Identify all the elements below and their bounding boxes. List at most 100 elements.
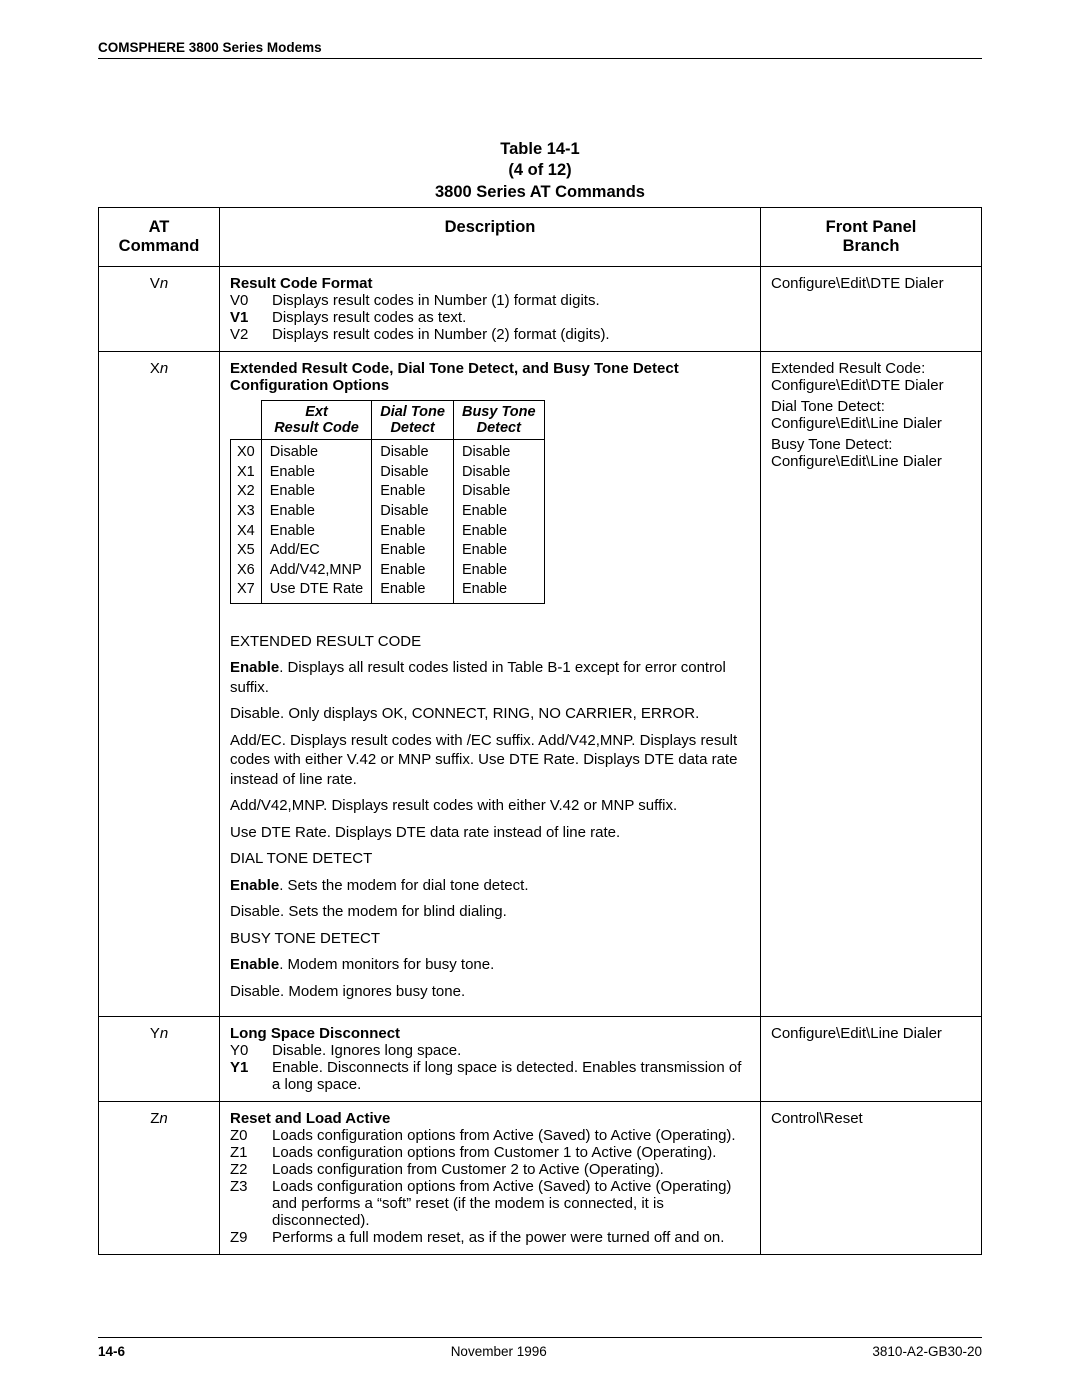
opt-key: Y0 [230,1042,272,1059]
sub-a: Use DTE Rate [270,580,363,600]
opt-val: Loads configuration options from Custome… [272,1144,750,1161]
caption-line3: 3800 Series AT Commands [98,182,982,203]
branch-cell-yn: Configure\Edit\Line Dialer [761,1017,982,1102]
enable-rest: . Sets the modem for dial tone detect. [279,877,528,894]
opt-key: Z3 [230,1178,272,1229]
opt-val: Disable. Ignores long space. [272,1042,750,1059]
sub-a: Enable [270,502,363,522]
sub-a: Add/V42,MNP [270,561,363,581]
desc-cell-vn: Result Code Format V0Displays result cod… [220,267,761,352]
branch3-path: Configure\Edit\Line Dialer [771,453,971,470]
sub-b: Disable [380,443,445,463]
sub-c: Enable [462,502,536,522]
sub-b: Enable [380,522,445,542]
opt-val: Loads configuration from Customer 2 to A… [272,1161,750,1178]
table-row: Vn Result Code Format V0Displays result … [99,267,982,352]
xn-sec1-label: EXTENDED RESULT CODE [230,632,750,652]
sub-b: Enable [380,580,445,600]
sub-b: Enable [380,482,445,502]
sub-c: Enable [462,541,536,561]
enable-rest: . Displays all result codes listed in Ta… [230,659,726,696]
cmd-var: n [160,360,168,377]
col-header-cmd-line1: AT [149,218,170,236]
at-commands-table: AT Command Description Front Panel Branc… [98,207,982,1255]
sub-a: Add/EC [270,541,363,561]
opt-val: Displays result codes in Number (1) form… [272,292,750,309]
opt-val: Performs a full modem reset, as if the p… [272,1229,750,1246]
sub-b: Disable [380,502,445,522]
opt-val: Displays result codes as text. [272,309,750,326]
sub-b: Enable [380,561,445,581]
cmd-cell-vn: Vn [99,267,220,352]
sub-key: X6 [237,561,255,581]
sub-c: Enable [462,580,536,600]
branch-cell-xn: Extended Result Code: Configure\Edit\DTE… [761,352,982,1017]
opt-key: V0 [230,292,272,309]
doc-header: COMSPHERE 3800 Series Modems [98,40,982,59]
xn-sec3-enable: Enable. Modem monitors for busy tone. [230,955,750,975]
xn-sec1-usedte: Use DTE Rate. Displays DTE data rate ins… [230,823,750,843]
page-footer: 14-6 November 1996 3810-A2-GB30-20 [98,1337,982,1359]
enable-rest: . Modem monitors for busy tone. [279,956,494,973]
cmd-letter: X [150,360,160,377]
sub-col1: ExtResult Code [261,401,371,440]
zn-title: Reset and Load Active [230,1110,750,1127]
xn-sec1-enable: Enable. Displays all result codes listed… [230,658,750,697]
sub-c: Enable [462,561,536,581]
sub-col3: Busy ToneDetect [453,401,544,440]
opt-val: Enable. Disconnects if long space is det… [272,1059,750,1093]
xn-sec2-disable: Disable. Sets the modem for blind dialin… [230,902,750,922]
xn-sec3-label: BUSY TONE DETECT [230,929,750,949]
sub-col2: Dial ToneDetect [372,401,454,440]
sub-c: Disable [462,482,536,502]
col-header-cmd-line2: Command [119,237,200,255]
sub-c: Enable [462,522,536,542]
xn-sec1-addec: Add/EC. Displays result codes with /EC s… [230,731,750,790]
col-header-desc: Description [220,208,761,267]
opt-val: Loads configuration options from Active … [272,1127,750,1144]
cmd-cell-yn: Yn [99,1017,220,1102]
opt-key: Z1 [230,1144,272,1161]
footer-right: 3810-A2-GB30-20 [872,1344,982,1359]
xn-sec2-label: DIAL TONE DETECT [230,849,750,869]
enable-label: Enable [230,659,279,676]
branch-cell-vn: Configure\Edit\DTE Dialer [761,267,982,352]
cmd-letter: Y [150,1025,160,1042]
opt-key: Y1 [230,1059,272,1093]
sub-a: Disable [270,443,363,463]
cmd-cell-zn: Zn [99,1102,220,1255]
xn-sec1-addv42: Add/V42,MNP. Displays result codes with … [230,796,750,816]
sub-key: X0 [237,443,255,463]
opt-val: Loads configuration options from Active … [272,1178,750,1229]
xn-subtable: ExtResult Code Dial ToneDetect Busy Tone… [230,400,545,604]
enable-label: Enable [230,877,279,894]
sub-b: Disable [380,463,445,483]
branch1-label: Extended Result Code: [771,360,971,377]
caption-line1: Table 14-1 [98,139,982,160]
col-header-cmd: AT Command [99,208,220,267]
sub-key: X7 [237,580,255,600]
vn-title: Result Code Format [230,275,750,292]
col-header-branch: Front Panel Branch [761,208,982,267]
opt-key: V1 [230,309,272,326]
cmd-letter: V [150,275,160,292]
table-row: Yn Long Space Disconnect Y0Disable. Igno… [99,1017,982,1102]
footer-page-number: 14-6 [98,1344,125,1359]
sub-key: X2 [237,482,255,502]
cmd-var: n [159,1110,167,1127]
sub-b: Enable [380,541,445,561]
xn-sec3-disable: Disable. Modem ignores busy tone. [230,982,750,1002]
caption-line2: (4 of 12) [98,160,982,181]
cmd-cell-xn: Xn [99,352,220,1017]
sub-a: Enable [270,522,363,542]
opt-key: Z9 [230,1229,272,1246]
opt-key: Z2 [230,1161,272,1178]
subtable-header-row: ExtResult Code Dial ToneDetect Busy Tone… [231,401,545,440]
desc-cell-yn: Long Space Disconnect Y0Disable. Ignores… [220,1017,761,1102]
branch1-path: Configure\Edit\DTE Dialer [771,377,971,394]
enable-label: Enable [230,956,279,973]
branch2-label: Dial Tone Detect: [771,398,971,415]
sub-a: Enable [270,463,363,483]
yn-title: Long Space Disconnect [230,1025,750,1042]
col-header-branch-line1: Front Panel [826,218,917,236]
